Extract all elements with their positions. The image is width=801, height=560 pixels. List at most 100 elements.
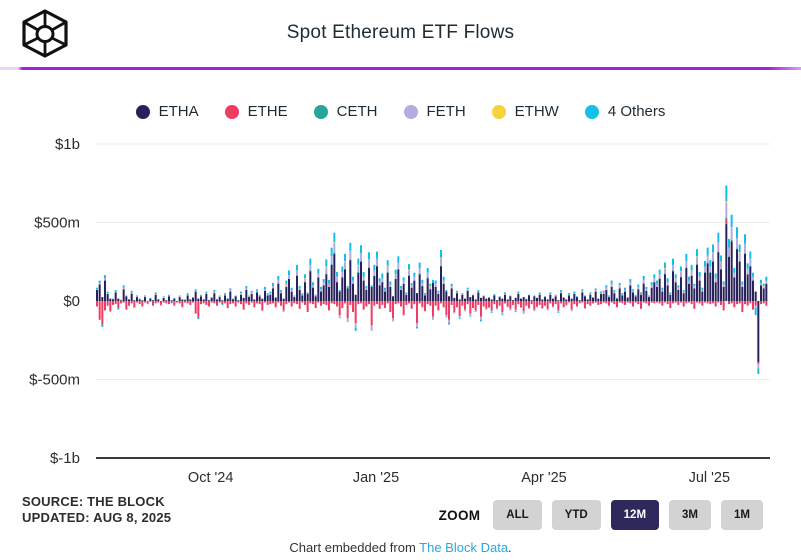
- bar-segment-ceth[interactable]: [360, 260, 362, 262]
- bar-segment-ethw[interactable]: [762, 286, 765, 287]
- bar-segment-4-others[interactable]: [362, 271, 365, 277]
- bar-segment-ethe[interactable]: [336, 301, 338, 307]
- bar-segment-etha[interactable]: [280, 293, 282, 301]
- bar-segment-feth[interactable]: [357, 265, 360, 272]
- bar-segment-feth[interactable]: [456, 292, 458, 294]
- bar-segment-4-others[interactable]: [224, 293, 226, 295]
- bar-segment-4-others[interactable]: [314, 294, 317, 296]
- bar-segment-4-others[interactable]: [344, 253, 346, 261]
- bar-segment-ethw[interactable]: [696, 256, 698, 258]
- bar-segment-etha[interactable]: [458, 299, 461, 301]
- bar-segment-4-others[interactable]: [277, 275, 280, 280]
- bar-segment-ethe[interactable]: [208, 301, 210, 307]
- bar-segment-etha[interactable]: [722, 286, 725, 301]
- bar-segment-ethe[interactable]: [560, 301, 562, 304]
- bar-segment-ethe[interactable]: [653, 301, 656, 304]
- bar-segment-feth[interactable]: [301, 294, 304, 296]
- bar-segment-feth[interactable]: [293, 296, 296, 298]
- bar-segment-4-others[interactable]: [421, 279, 424, 283]
- bar-segment-etha[interactable]: [536, 297, 538, 301]
- bar-segment-ethe[interactable]: [738, 301, 741, 304]
- bar-segment-4-others[interactable]: [493, 293, 496, 295]
- bar-segment-feth[interactable]: [634, 295, 637, 297]
- bar-segment-ethe[interactable]: [298, 301, 301, 309]
- bar-segment-ethe[interactable]: [464, 301, 466, 310]
- bar-segment-etha[interactable]: [373, 275, 376, 301]
- bar-segment-etha[interactable]: [221, 300, 224, 302]
- bar-segment-4-others[interactable]: [584, 295, 586, 297]
- bar-segment-feth[interactable]: [504, 293, 506, 295]
- bar-segment-feth[interactable]: [186, 294, 189, 296]
- bar-segment-ceth[interactable]: [397, 268, 400, 270]
- bar-segment-ethe[interactable]: [466, 301, 469, 305]
- bar-segment-4-others[interactable]: [232, 298, 234, 300]
- bar-segment-ethe[interactable]: [152, 301, 154, 306]
- bar-segment-ethe[interactable]: [688, 301, 690, 303]
- bar-segment-feth[interactable]: [538, 293, 541, 295]
- bar-segment-etha[interactable]: [669, 294, 672, 301]
- bar-segment-etha[interactable]: [693, 288, 696, 301]
- bar-segment-feth[interactable]: [464, 309, 466, 312]
- bar-segment-4-others[interactable]: [722, 281, 725, 285]
- bar-segment-etha[interactable]: [98, 284, 101, 301]
- bar-segment-feth[interactable]: [264, 289, 266, 291]
- bar-segment-4-others[interactable]: [448, 322, 450, 325]
- bar-segment-etha[interactable]: [698, 280, 701, 301]
- bar-segment-4-others[interactable]: [136, 295, 138, 297]
- bar-segment-4-others[interactable]: [480, 319, 482, 322]
- bar-segment-feth[interactable]: [378, 282, 381, 286]
- bar-segment-feth[interactable]: [698, 276, 701, 281]
- bar-segment-etha[interactable]: [488, 297, 490, 301]
- bar-segment-feth[interactable]: [701, 290, 704, 292]
- bar-segment-4-others[interactable]: [170, 302, 173, 304]
- bar-segment-etha[interactable]: [701, 291, 704, 301]
- bar-segment-feth[interactable]: [373, 270, 376, 276]
- bar-segment-ethe[interactable]: [592, 301, 594, 304]
- bar-segment-ethe[interactable]: [352, 301, 354, 312]
- bar-segment-4-others[interactable]: [240, 291, 242, 294]
- bar-segment-feth[interactable]: [466, 289, 469, 291]
- bar-segment-etha[interactable]: [744, 253, 746, 301]
- bar-segment-feth[interactable]: [96, 289, 98, 291]
- zoom-button-ytd[interactable]: YTD: [551, 500, 601, 530]
- bar-segment-ceth[interactable]: [344, 268, 346, 270]
- bar-segment-ethe[interactable]: [274, 301, 277, 308]
- bar-segment-ethe[interactable]: [682, 301, 685, 307]
- bar-segment-ethe[interactable]: [712, 301, 714, 304]
- bar-segment-4-others[interactable]: [178, 295, 181, 297]
- bar-segment-ethe[interactable]: [136, 301, 138, 303]
- bar-segment-4-others[interactable]: [330, 247, 333, 257]
- bar-segment-4-others[interactable]: [466, 287, 469, 290]
- bar-segment-4-others[interactable]: [626, 297, 629, 298]
- bar-segment-etha[interactable]: [208, 300, 210, 302]
- bar-segment-feth[interactable]: [693, 286, 696, 289]
- bar-segment-4-others[interactable]: [690, 264, 693, 271]
- bar-segment-etha[interactable]: [240, 294, 242, 301]
- bar-segment-ceth[interactable]: [680, 276, 682, 278]
- bar-segment-ethe[interactable]: [517, 301, 520, 305]
- bar-segment-ethw[interactable]: [325, 266, 328, 268]
- bar-segment-etha[interactable]: [120, 300, 122, 302]
- bar-segment-feth[interactable]: [664, 268, 666, 274]
- bar-segment-ceth[interactable]: [720, 268, 722, 270]
- bar-segment-etha[interactable]: [741, 286, 744, 301]
- bar-segment-feth[interactable]: [229, 290, 232, 292]
- bar-segment-ceth[interactable]: [704, 271, 706, 273]
- bar-segment-feth[interactable]: [554, 295, 557, 297]
- bar-segment-etha[interactable]: [469, 297, 472, 301]
- bar-segment-ethe[interactable]: [629, 301, 632, 304]
- bar-segment-feth[interactable]: [426, 272, 429, 278]
- bar-segment-ethe[interactable]: [440, 301, 442, 304]
- bar-segment-etha[interactable]: [229, 291, 232, 301]
- bar-segment-ceth[interactable]: [368, 267, 370, 269]
- bar-segment-ethe[interactable]: [181, 301, 184, 308]
- bar-segment-ceth[interactable]: [717, 251, 720, 253]
- bar-segment-feth[interactable]: [728, 247, 730, 257]
- bar-segment-etha[interactable]: [338, 291, 341, 301]
- bar-segment-feth[interactable]: [749, 258, 752, 266]
- bar-segment-feth[interactable]: [685, 260, 688, 268]
- bar-segment-feth[interactable]: [365, 288, 368, 291]
- bar-segment-etha[interactable]: [549, 294, 552, 301]
- bar-segment-etha[interactable]: [618, 288, 621, 301]
- bar-segment-ethe[interactable]: [384, 301, 386, 309]
